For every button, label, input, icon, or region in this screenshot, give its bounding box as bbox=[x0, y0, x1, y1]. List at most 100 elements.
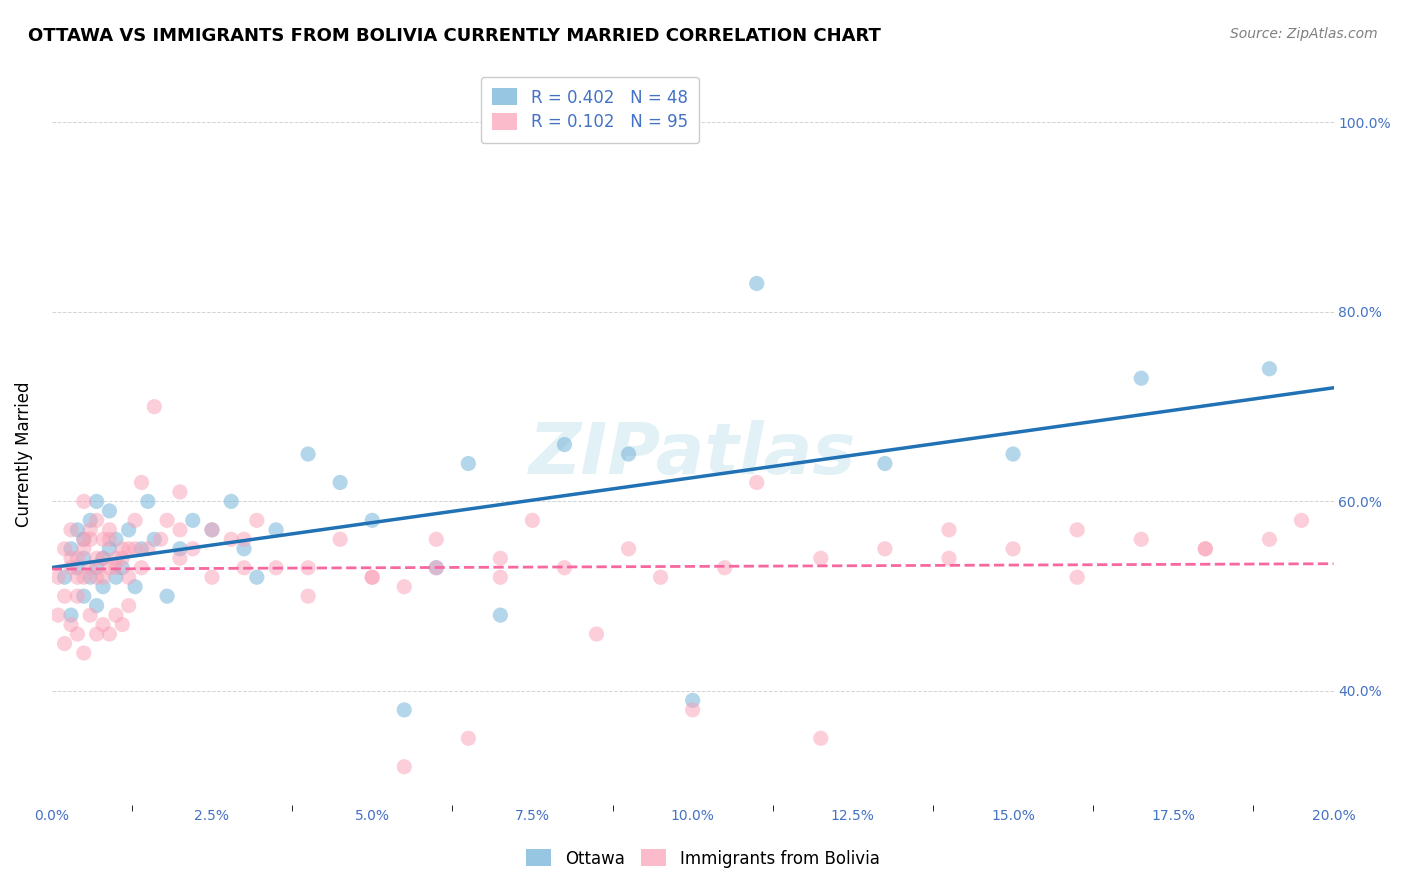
Point bbox=[136, 494, 159, 508]
Point bbox=[111, 617, 134, 632]
Point bbox=[1194, 541, 1216, 556]
Point bbox=[98, 504, 121, 518]
Point bbox=[938, 551, 960, 566]
Point bbox=[425, 560, 447, 574]
Y-axis label: Currently Married: Currently Married bbox=[15, 381, 32, 527]
Text: OTTAWA VS IMMIGRANTS FROM BOLIVIA CURRENTLY MARRIED CORRELATION CHART: OTTAWA VS IMMIGRANTS FROM BOLIVIA CURREN… bbox=[28, 27, 882, 45]
Point bbox=[522, 513, 544, 527]
Point bbox=[1291, 513, 1313, 527]
Point bbox=[98, 523, 121, 537]
Point bbox=[66, 523, 89, 537]
Point bbox=[457, 731, 479, 746]
Point bbox=[682, 693, 704, 707]
Point bbox=[79, 523, 101, 537]
Point bbox=[73, 541, 96, 556]
Point bbox=[489, 570, 512, 584]
Point bbox=[86, 560, 108, 574]
Point bbox=[118, 570, 141, 584]
Point bbox=[131, 475, 153, 490]
Point bbox=[233, 533, 256, 547]
Point bbox=[73, 570, 96, 584]
Point bbox=[79, 560, 101, 574]
Point bbox=[169, 484, 191, 499]
Point bbox=[86, 551, 108, 566]
Point bbox=[104, 608, 127, 623]
Point bbox=[617, 447, 640, 461]
Point bbox=[201, 523, 224, 537]
Point bbox=[73, 533, 96, 547]
Point bbox=[745, 277, 768, 291]
Point bbox=[553, 437, 575, 451]
Point bbox=[181, 541, 204, 556]
Point bbox=[79, 608, 101, 623]
Point bbox=[394, 760, 416, 774]
Point bbox=[169, 551, 191, 566]
Point bbox=[73, 494, 96, 508]
Point bbox=[111, 551, 134, 566]
Text: Source: ZipAtlas.com: Source: ZipAtlas.com bbox=[1230, 27, 1378, 41]
Point bbox=[98, 627, 121, 641]
Point bbox=[1002, 541, 1025, 556]
Point bbox=[156, 513, 179, 527]
Point bbox=[131, 560, 153, 574]
Point bbox=[86, 494, 108, 508]
Point bbox=[59, 551, 82, 566]
Point bbox=[59, 608, 82, 623]
Point bbox=[361, 570, 384, 584]
Point bbox=[79, 570, 101, 584]
Point bbox=[73, 551, 96, 566]
Point bbox=[169, 523, 191, 537]
Point bbox=[66, 627, 89, 641]
Point bbox=[489, 551, 512, 566]
Point bbox=[53, 589, 76, 603]
Point bbox=[246, 513, 269, 527]
Point bbox=[329, 475, 352, 490]
Point bbox=[425, 560, 447, 574]
Point bbox=[91, 617, 114, 632]
Point bbox=[489, 608, 512, 623]
Point bbox=[713, 560, 735, 574]
Point bbox=[91, 551, 114, 566]
Point bbox=[79, 513, 101, 527]
Point bbox=[118, 599, 141, 613]
Point bbox=[617, 541, 640, 556]
Point bbox=[219, 533, 242, 547]
Point bbox=[873, 541, 896, 556]
Point bbox=[86, 513, 108, 527]
Point bbox=[53, 636, 76, 650]
Point bbox=[1130, 371, 1153, 385]
Point bbox=[264, 523, 287, 537]
Point bbox=[59, 560, 82, 574]
Point bbox=[169, 541, 191, 556]
Point bbox=[264, 560, 287, 574]
Point bbox=[73, 646, 96, 660]
Point bbox=[149, 533, 172, 547]
Point bbox=[938, 523, 960, 537]
Point bbox=[66, 560, 89, 574]
Point bbox=[104, 560, 127, 574]
Point bbox=[53, 570, 76, 584]
Point bbox=[361, 513, 384, 527]
Text: ZIPatlas: ZIPatlas bbox=[529, 419, 856, 489]
Point bbox=[1194, 541, 1216, 556]
Point bbox=[810, 551, 832, 566]
Point bbox=[124, 580, 146, 594]
Point bbox=[156, 589, 179, 603]
Point bbox=[143, 400, 166, 414]
Point bbox=[650, 570, 672, 584]
Point bbox=[86, 570, 108, 584]
Point bbox=[457, 457, 479, 471]
Point bbox=[873, 457, 896, 471]
Point bbox=[1066, 570, 1088, 584]
Point bbox=[297, 560, 319, 574]
Point bbox=[91, 533, 114, 547]
Point bbox=[91, 551, 114, 566]
Point bbox=[111, 560, 134, 574]
Point bbox=[297, 589, 319, 603]
Point bbox=[98, 541, 121, 556]
Point bbox=[111, 541, 134, 556]
Point bbox=[361, 570, 384, 584]
Point bbox=[46, 608, 69, 623]
Point bbox=[98, 533, 121, 547]
Point bbox=[91, 570, 114, 584]
